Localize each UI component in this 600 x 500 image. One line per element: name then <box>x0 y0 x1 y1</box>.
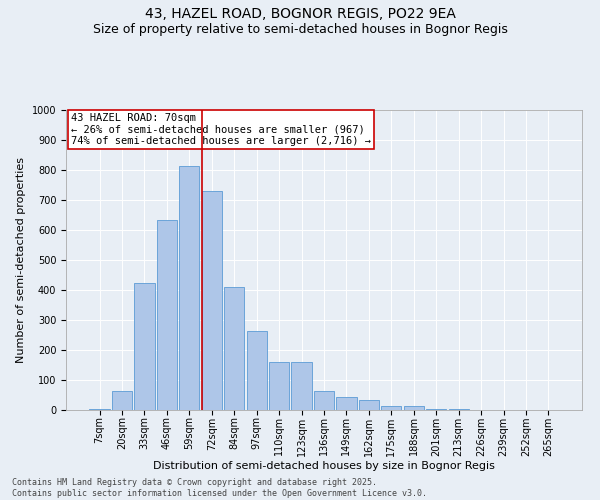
Text: 43, HAZEL ROAD, BOGNOR REGIS, PO22 9EA: 43, HAZEL ROAD, BOGNOR REGIS, PO22 9EA <box>145 8 455 22</box>
Text: Size of property relative to semi-detached houses in Bognor Regis: Size of property relative to semi-detach… <box>92 22 508 36</box>
Bar <box>179 166 199 410</box>
Text: Contains HM Land Registry data © Crown copyright and database right 2025.
Contai: Contains HM Land Registry data © Crown c… <box>12 478 427 498</box>
Bar <box>134 282 155 410</box>
Bar <box>381 406 401 410</box>
Bar <box>202 191 222 410</box>
Bar <box>247 330 267 410</box>
Bar <box>224 287 244 410</box>
Bar <box>337 396 356 410</box>
Bar <box>157 220 177 410</box>
Y-axis label: Number of semi-detached properties: Number of semi-detached properties <box>16 157 26 363</box>
Bar <box>89 408 110 410</box>
Bar <box>269 362 289 410</box>
X-axis label: Distribution of semi-detached houses by size in Bognor Regis: Distribution of semi-detached houses by … <box>153 462 495 471</box>
Bar <box>359 400 379 410</box>
Bar <box>292 362 311 410</box>
Text: 43 HAZEL ROAD: 70sqm
← 26% of semi-detached houses are smaller (967)
74% of semi: 43 HAZEL ROAD: 70sqm ← 26% of semi-detac… <box>71 113 371 146</box>
Bar <box>404 406 424 410</box>
Bar <box>314 390 334 410</box>
Bar <box>112 390 132 410</box>
